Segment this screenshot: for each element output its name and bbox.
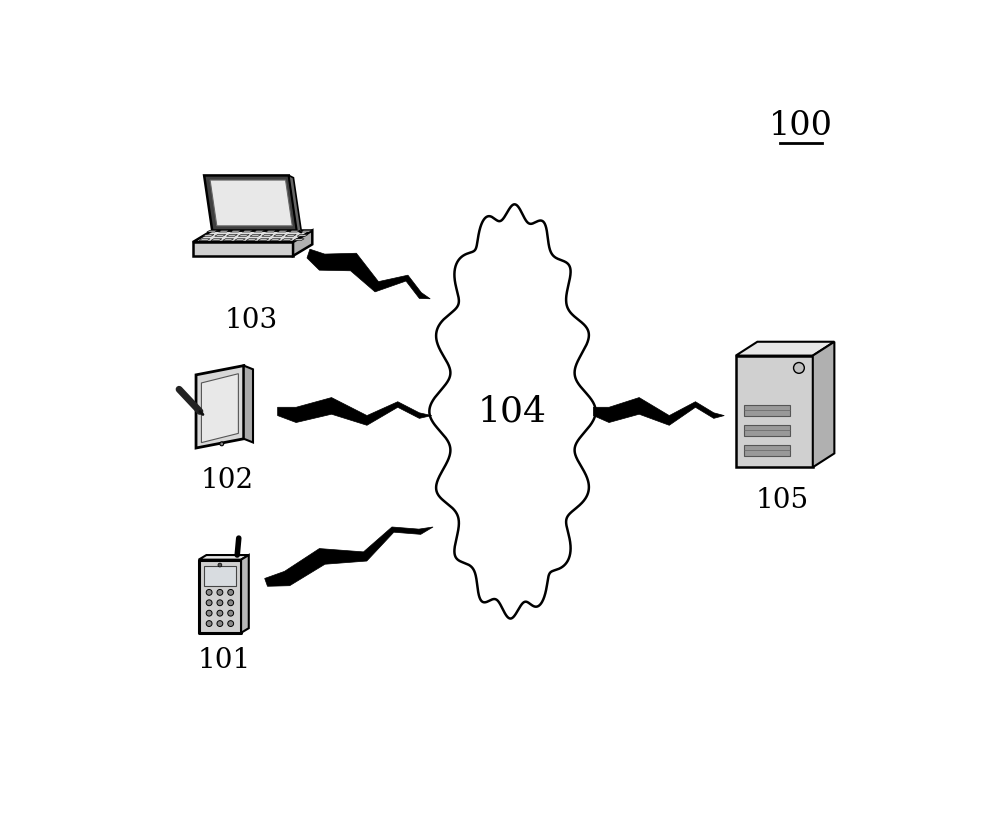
- Polygon shape: [285, 234, 296, 236]
- FancyBboxPatch shape: [744, 445, 790, 456]
- Polygon shape: [246, 239, 257, 240]
- FancyBboxPatch shape: [204, 566, 236, 586]
- Polygon shape: [250, 234, 261, 236]
- Polygon shape: [196, 366, 244, 448]
- FancyBboxPatch shape: [744, 405, 790, 416]
- Circle shape: [218, 563, 222, 567]
- Polygon shape: [193, 230, 312, 242]
- Polygon shape: [238, 234, 249, 236]
- Polygon shape: [429, 204, 596, 618]
- Polygon shape: [254, 230, 265, 232]
- Polygon shape: [289, 176, 302, 233]
- Polygon shape: [736, 342, 834, 355]
- Polygon shape: [736, 355, 813, 467]
- Polygon shape: [193, 242, 293, 256]
- Polygon shape: [281, 239, 292, 240]
- FancyBboxPatch shape: [744, 425, 790, 435]
- Polygon shape: [207, 230, 218, 232]
- Circle shape: [794, 363, 804, 373]
- Polygon shape: [265, 527, 433, 587]
- Polygon shape: [289, 230, 300, 232]
- Text: 103: 103: [224, 307, 277, 334]
- Polygon shape: [258, 239, 269, 240]
- Polygon shape: [593, 398, 724, 426]
- Circle shape: [206, 610, 212, 616]
- Polygon shape: [297, 234, 308, 236]
- Circle shape: [206, 600, 212, 605]
- Polygon shape: [201, 373, 238, 443]
- Circle shape: [228, 610, 234, 616]
- Circle shape: [217, 600, 223, 605]
- Text: 105: 105: [755, 487, 809, 514]
- Polygon shape: [242, 230, 253, 232]
- Polygon shape: [215, 234, 226, 236]
- Polygon shape: [203, 234, 214, 236]
- Circle shape: [228, 621, 234, 627]
- Text: 101: 101: [197, 647, 250, 674]
- Polygon shape: [307, 249, 430, 299]
- Circle shape: [206, 589, 212, 596]
- Polygon shape: [278, 398, 432, 426]
- Polygon shape: [266, 230, 277, 232]
- Circle shape: [217, 589, 223, 596]
- Text: 104: 104: [478, 395, 547, 428]
- Polygon shape: [234, 239, 245, 240]
- Polygon shape: [241, 555, 249, 633]
- Polygon shape: [301, 230, 312, 232]
- Polygon shape: [244, 366, 253, 443]
- Polygon shape: [204, 176, 297, 230]
- Polygon shape: [277, 230, 288, 232]
- Circle shape: [228, 600, 234, 605]
- Circle shape: [228, 589, 234, 596]
- Polygon shape: [199, 555, 249, 560]
- Circle shape: [217, 621, 223, 627]
- Polygon shape: [219, 230, 230, 232]
- Polygon shape: [199, 239, 210, 240]
- Polygon shape: [199, 560, 241, 633]
- Polygon shape: [270, 239, 281, 240]
- Polygon shape: [226, 234, 237, 236]
- Circle shape: [220, 442, 224, 446]
- Polygon shape: [293, 230, 312, 256]
- Polygon shape: [210, 180, 292, 225]
- Polygon shape: [813, 342, 834, 467]
- Polygon shape: [230, 230, 241, 232]
- Polygon shape: [274, 234, 285, 236]
- Circle shape: [217, 610, 223, 616]
- Polygon shape: [262, 234, 273, 236]
- Polygon shape: [293, 239, 304, 240]
- Text: 102: 102: [201, 467, 254, 493]
- Polygon shape: [223, 239, 234, 240]
- Text: 100: 100: [769, 110, 833, 142]
- Polygon shape: [211, 239, 222, 240]
- Circle shape: [206, 621, 212, 627]
